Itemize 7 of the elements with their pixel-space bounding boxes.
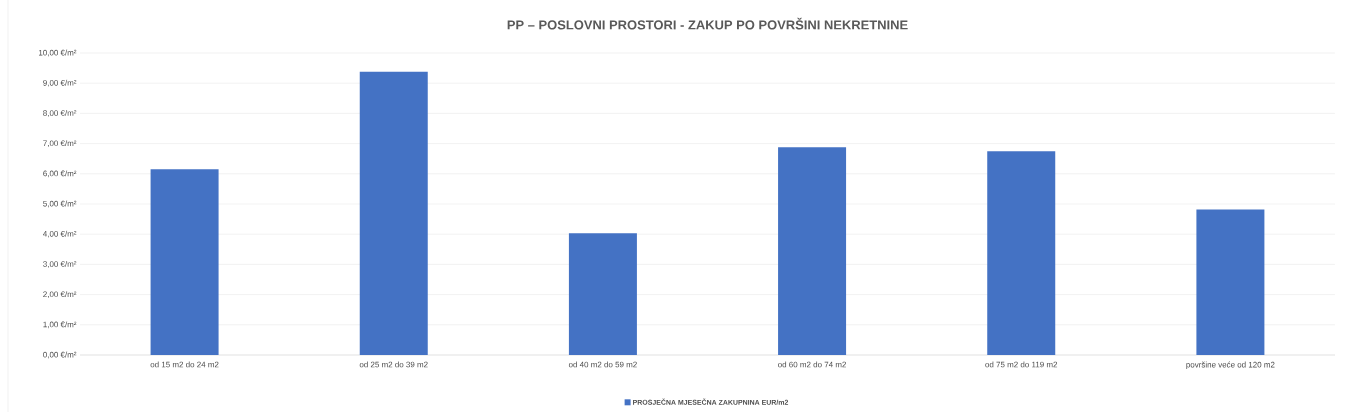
bar [987, 151, 1056, 355]
bar [568, 233, 637, 355]
bar [150, 169, 219, 355]
bar [359, 71, 428, 355]
chart-title: PP – POSLOVNI PROSTORI - ZAKUP PO POVRŠINI NEKRETNINE [507, 17, 908, 30]
bar [778, 147, 847, 355]
bar [1196, 209, 1265, 355]
